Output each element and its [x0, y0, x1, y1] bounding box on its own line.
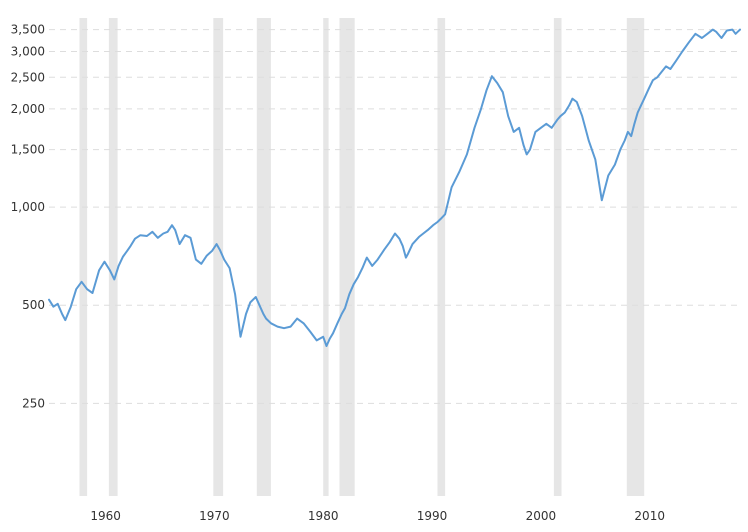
series-line-1	[48, 28, 741, 347]
x-tick-label: 2000	[526, 509, 557, 523]
recession-band-3	[213, 18, 224, 496]
x-tick-label: 1980	[308, 509, 339, 523]
recession-band-7	[437, 18, 446, 496]
series-layer	[48, 28, 741, 347]
recession-band-6	[339, 18, 355, 496]
recession-band-2	[108, 18, 118, 496]
y-tick-label: 1,000	[11, 200, 45, 214]
y-tick-label: 3,000	[11, 45, 45, 59]
recession-bands	[79, 18, 645, 496]
gridlines	[49, 29, 740, 404]
y-tick-label: 1,500	[11, 143, 45, 157]
x-axis-ticks: 1960 1970 1980 1990 2000 2010	[90, 509, 665, 523]
x-tick-label: 1990	[417, 509, 448, 523]
y-tick-label: 2,000	[11, 102, 45, 116]
x-tick-label: 2010	[634, 509, 665, 523]
y-axis-ticks: 250 500 1,000 1,500 2,000 2,500 3,000 3,500	[11, 23, 45, 411]
x-tick-label: 1970	[199, 509, 230, 523]
x-tick-label: 1960	[90, 509, 121, 523]
recession-band-5	[323, 18, 329, 496]
recession-band-8	[553, 18, 562, 496]
recession-band-9	[626, 18, 645, 496]
recession-band-1	[79, 18, 88, 496]
y-tick-label: 2,500	[11, 70, 45, 84]
y-tick-label: 500	[22, 298, 45, 312]
recession-band-4	[256, 18, 271, 496]
y-tick-label: 250	[22, 396, 45, 410]
y-tick-label: 3,500	[11, 23, 45, 37]
